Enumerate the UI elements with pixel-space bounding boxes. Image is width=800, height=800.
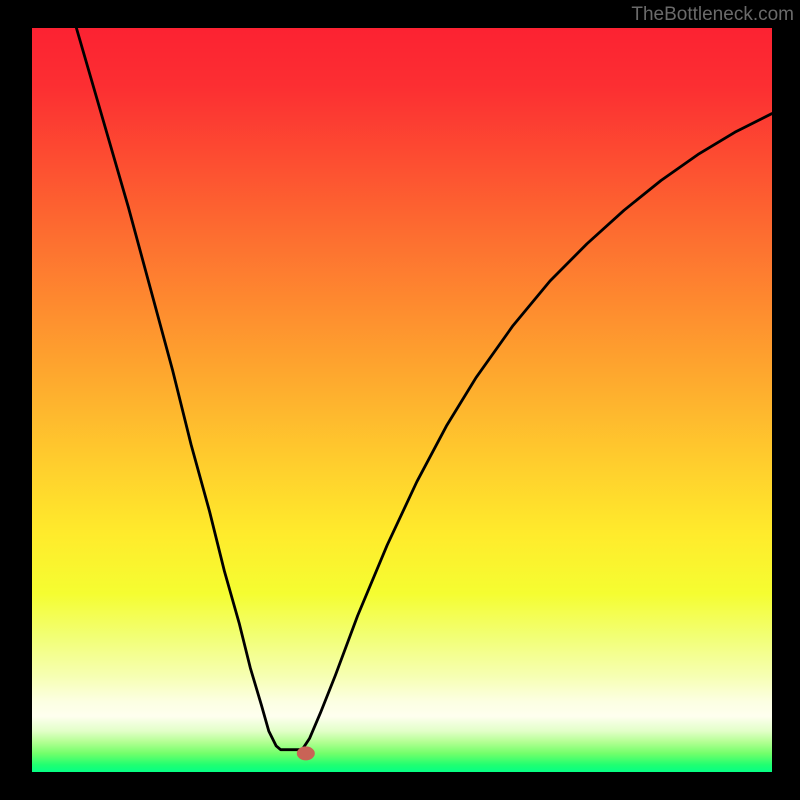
plot-area <box>32 28 772 772</box>
curve-layer <box>32 28 772 772</box>
bottleneck-curve <box>76 28 772 750</box>
chart-container: TheBottleneck.com <box>0 0 800 800</box>
watermark-text: TheBottleneck.com <box>631 4 794 26</box>
optimum-marker <box>297 746 315 760</box>
